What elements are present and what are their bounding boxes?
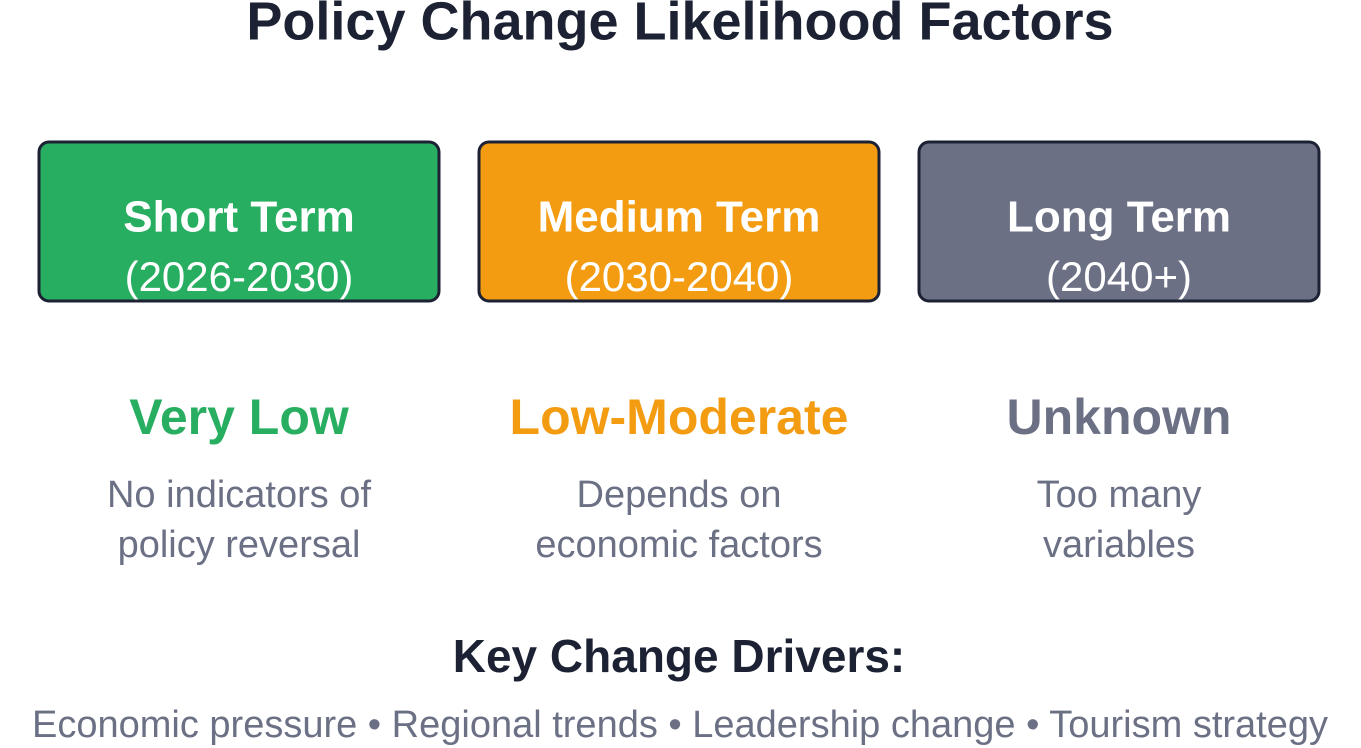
term-label: Medium Term (538, 193, 821, 242)
drivers-heading: Key Change Drivers: (453, 630, 906, 682)
drivers-text: Economic pressure • Regional trends • Le… (32, 704, 1328, 746)
likelihood: Very Low (129, 389, 349, 445)
description-line: No indicators of (107, 474, 371, 516)
columns: Short Term (2026-2030) Very Low No indicato… (37, 140, 1321, 566)
description-line: variables (1043, 524, 1195, 566)
description-line: economic factors (535, 524, 822, 566)
term-period: (2030-2040) (565, 253, 794, 300)
description-line: policy reversal (118, 524, 361, 566)
description-line: Depends on (577, 474, 782, 516)
term-box (37, 140, 441, 303)
likelihood: Unknown (1007, 389, 1232, 445)
term-label: Short Term (123, 193, 354, 242)
term-box (477, 140, 881, 303)
title: Policy Change Likelihood Factors (246, 0, 1113, 51)
term-label: Long Term (1007, 193, 1231, 242)
description-line: Too many (1037, 474, 1202, 516)
term-period: (2026-2030) (125, 253, 354, 300)
likelihood: Low-Moderate (510, 389, 849, 445)
term-box (917, 140, 1321, 303)
term-period: (2040+) (1046, 253, 1192, 300)
